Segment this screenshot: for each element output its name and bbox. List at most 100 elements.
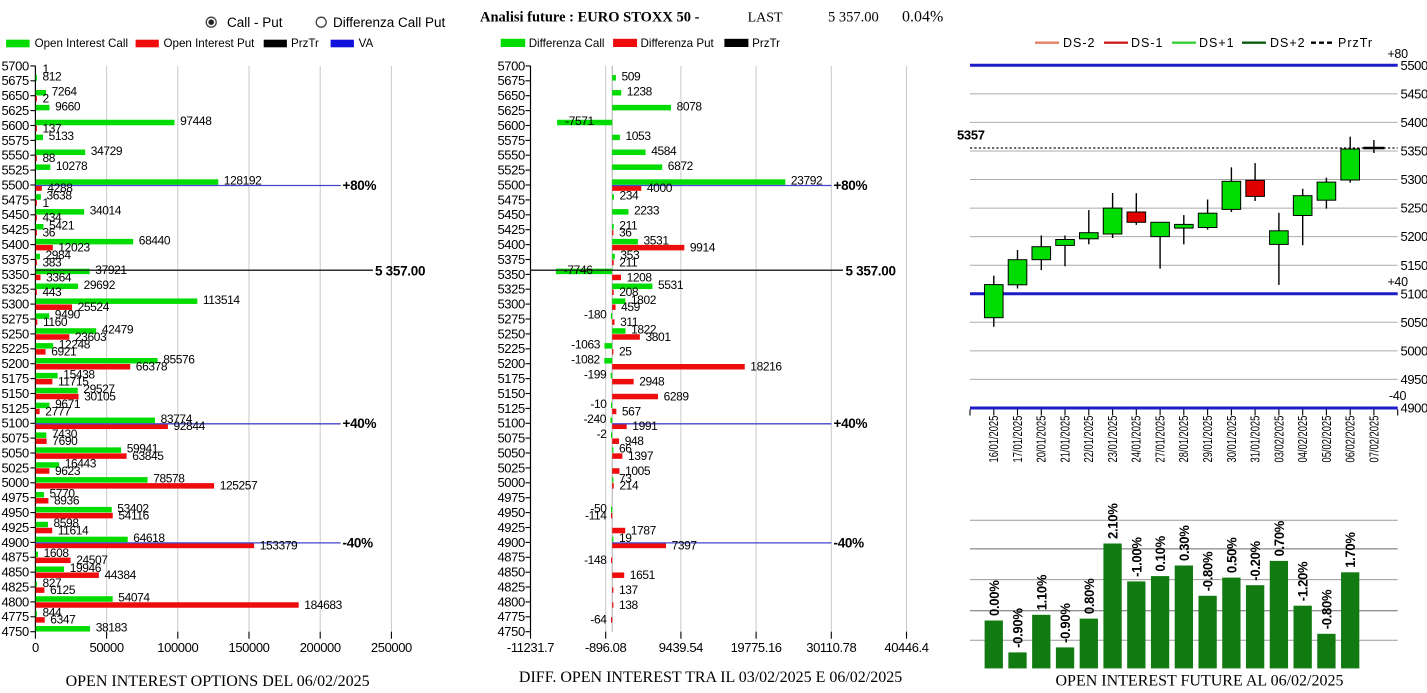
svg-text:0.30%: 0.30% — [1176, 525, 1192, 561]
svg-text:6921: 6921 — [51, 345, 77, 359]
svg-text:5050: 5050 — [1401, 315, 1427, 330]
svg-text:9490: 9490 — [55, 308, 81, 322]
svg-text:5400: 5400 — [497, 237, 524, 252]
svg-text:3531: 3531 — [644, 233, 670, 247]
svg-text:5325: 5325 — [1, 282, 28, 297]
svg-text:5425: 5425 — [1, 222, 28, 237]
svg-text:-2: -2 — [597, 427, 608, 441]
svg-text:459: 459 — [621, 300, 641, 314]
svg-text:7690: 7690 — [52, 434, 78, 448]
svg-text:5500: 5500 — [1401, 58, 1427, 73]
svg-text:5650: 5650 — [497, 88, 524, 103]
svg-text:37921: 37921 — [95, 263, 127, 277]
svg-text:6289: 6289 — [664, 389, 690, 403]
svg-text:1208: 1208 — [627, 270, 653, 284]
svg-text:-64: -64 — [590, 613, 607, 627]
svg-text:5025: 5025 — [497, 460, 524, 475]
svg-text:-0.90%: -0.90% — [1010, 608, 1026, 648]
svg-text:5275: 5275 — [497, 311, 524, 326]
svg-text:5357: 5357 — [957, 128, 985, 143]
svg-text:5300: 5300 — [1401, 172, 1427, 187]
svg-text:29692: 29692 — [84, 278, 116, 292]
svg-text:5531: 5531 — [658, 278, 684, 292]
svg-text:5225: 5225 — [497, 341, 524, 356]
svg-text:4800: 4800 — [1, 594, 28, 609]
svg-text:214: 214 — [619, 479, 639, 493]
svg-text:66: 66 — [619, 442, 632, 456]
svg-text:5550: 5550 — [497, 148, 524, 163]
svg-text:5025: 5025 — [1, 460, 28, 475]
svg-text:PrzTr: PrzTr — [291, 37, 319, 50]
svg-text:88: 88 — [43, 151, 56, 165]
svg-text:1053: 1053 — [626, 129, 652, 143]
svg-text:9914: 9914 — [690, 241, 716, 255]
svg-text:5625: 5625 — [1, 103, 28, 118]
svg-text:7397: 7397 — [672, 538, 698, 552]
svg-text:12023: 12023 — [58, 241, 90, 255]
svg-text:Differenza Put: Differenza Put — [641, 37, 715, 50]
svg-text:42479: 42479 — [102, 323, 134, 337]
svg-text:5250: 5250 — [1, 326, 28, 341]
svg-text:948: 948 — [625, 434, 645, 448]
svg-text:Open Interest Call: Open Interest Call — [35, 37, 128, 50]
svg-text:4950: 4950 — [1, 505, 28, 520]
svg-text:23/01/2025: 23/01/2025 — [1107, 416, 1121, 463]
svg-text:5200: 5200 — [497, 356, 524, 371]
svg-text:5125: 5125 — [1, 401, 28, 416]
svg-text:3364: 3364 — [46, 270, 72, 284]
svg-text:5400: 5400 — [1, 237, 28, 252]
svg-text:1: 1 — [43, 196, 50, 210]
svg-text:-240: -240 — [584, 412, 607, 426]
svg-text:5250: 5250 — [1401, 201, 1427, 216]
svg-text:5200: 5200 — [1, 356, 28, 371]
svg-text:8936: 8936 — [54, 494, 80, 508]
svg-text:4800: 4800 — [497, 594, 524, 609]
svg-text:4875: 4875 — [497, 550, 524, 565]
svg-text:5575: 5575 — [497, 133, 524, 148]
svg-text:27/01/2025: 27/01/2025 — [1154, 416, 1168, 463]
svg-text:5600: 5600 — [497, 118, 524, 133]
svg-text:5000: 5000 — [1401, 344, 1427, 359]
svg-text:OPEN INTEREST OPTIONS DEL 06/0: OPEN INTEREST OPTIONS DEL 06/02/2025 — [66, 673, 370, 690]
svg-text:5650: 5650 — [1, 88, 28, 103]
svg-text:4925: 4925 — [497, 520, 524, 535]
svg-text:184683: 184683 — [304, 598, 342, 612]
svg-text:6125: 6125 — [50, 583, 76, 597]
svg-text:5770: 5770 — [50, 486, 76, 500]
svg-text:04/02/2025: 04/02/2025 — [1297, 416, 1311, 463]
svg-text:9660: 9660 — [55, 99, 81, 113]
svg-text:+40%: +40% — [343, 416, 377, 431]
svg-text:24507: 24507 — [76, 553, 108, 567]
svg-text:53402: 53402 — [117, 501, 149, 515]
svg-text:5475: 5475 — [497, 192, 524, 207]
svg-text:1991: 1991 — [632, 419, 658, 433]
svg-text:24/01/2025: 24/01/2025 — [1131, 416, 1145, 463]
svg-text:73: 73 — [619, 472, 632, 486]
svg-text:5125: 5125 — [497, 401, 524, 416]
svg-text:2.10%: 2.10% — [1105, 503, 1121, 539]
svg-text:5350: 5350 — [497, 267, 524, 282]
svg-text:137: 137 — [43, 121, 63, 135]
svg-text:844: 844 — [43, 606, 63, 620]
svg-text:DS-2: DS-2 — [1063, 36, 1095, 50]
svg-text:2233: 2233 — [634, 204, 660, 218]
svg-text:100000: 100000 — [157, 640, 198, 655]
svg-text:443: 443 — [43, 285, 63, 299]
svg-text:-0.20%: -0.20% — [1248, 541, 1264, 581]
svg-text:5075: 5075 — [497, 431, 524, 446]
svg-text:VA: VA — [359, 37, 374, 50]
svg-text:5100: 5100 — [1401, 286, 1427, 301]
svg-text:8078: 8078 — [677, 99, 703, 113]
svg-text:250000: 250000 — [371, 640, 412, 655]
svg-text:5675: 5675 — [497, 73, 524, 88]
svg-text:-1.20%: -1.20% — [1295, 561, 1311, 601]
svg-text:18216: 18216 — [750, 360, 782, 374]
svg-text:-199: -199 — [584, 367, 607, 381]
svg-text:-40%: -40% — [834, 535, 865, 550]
svg-text:137: 137 — [619, 583, 639, 597]
svg-text:-11231.7: -11231.7 — [507, 640, 554, 655]
svg-text:64618: 64618 — [133, 531, 165, 545]
svg-text:0.10%: 0.10% — [1153, 536, 1169, 572]
svg-text:5375: 5375 — [1, 252, 28, 267]
svg-text:4288: 4288 — [47, 181, 73, 195]
